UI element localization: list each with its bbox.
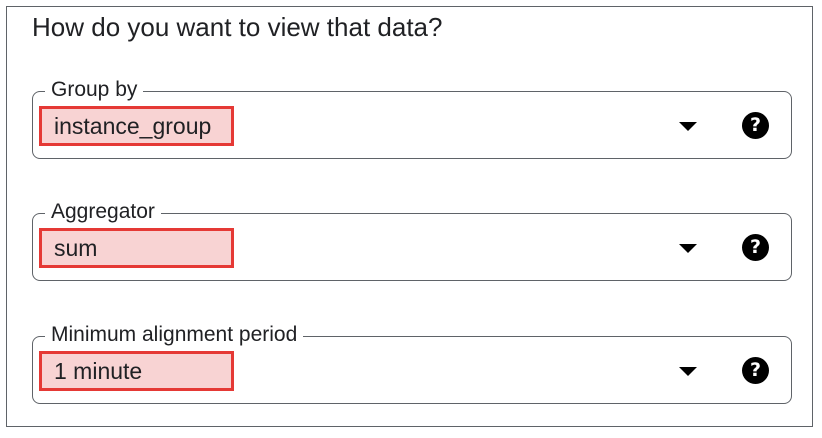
triangle-down-icon[interactable] — [679, 122, 697, 131]
aggregator-select[interactable]: Aggregator sum ? — [32, 198, 792, 281]
help-circle-icon[interactable]: ? — [742, 357, 769, 384]
group-by-select[interactable]: Group by instance_group ? — [32, 76, 792, 159]
help-circle-icon[interactable]: ? — [742, 112, 769, 139]
alignment-period-label: Minimum alignment period — [45, 321, 304, 349]
alignment-period-select[interactable]: Minimum alignment period 1 minute ? — [32, 321, 792, 404]
aggregator-label: Aggregator — [45, 198, 161, 226]
panel-title: How do you want to view that data? — [32, 12, 443, 42]
group-by-value[interactable]: instance_group — [39, 106, 234, 146]
help-circle-icon[interactable]: ? — [742, 234, 769, 261]
alignment-period-value[interactable]: 1 minute — [39, 351, 234, 391]
aggregator-value[interactable]: sum — [39, 228, 234, 268]
triangle-down-icon[interactable] — [679, 367, 697, 376]
triangle-down-icon[interactable] — [679, 244, 697, 253]
group-by-label: Group by — [45, 76, 144, 104]
